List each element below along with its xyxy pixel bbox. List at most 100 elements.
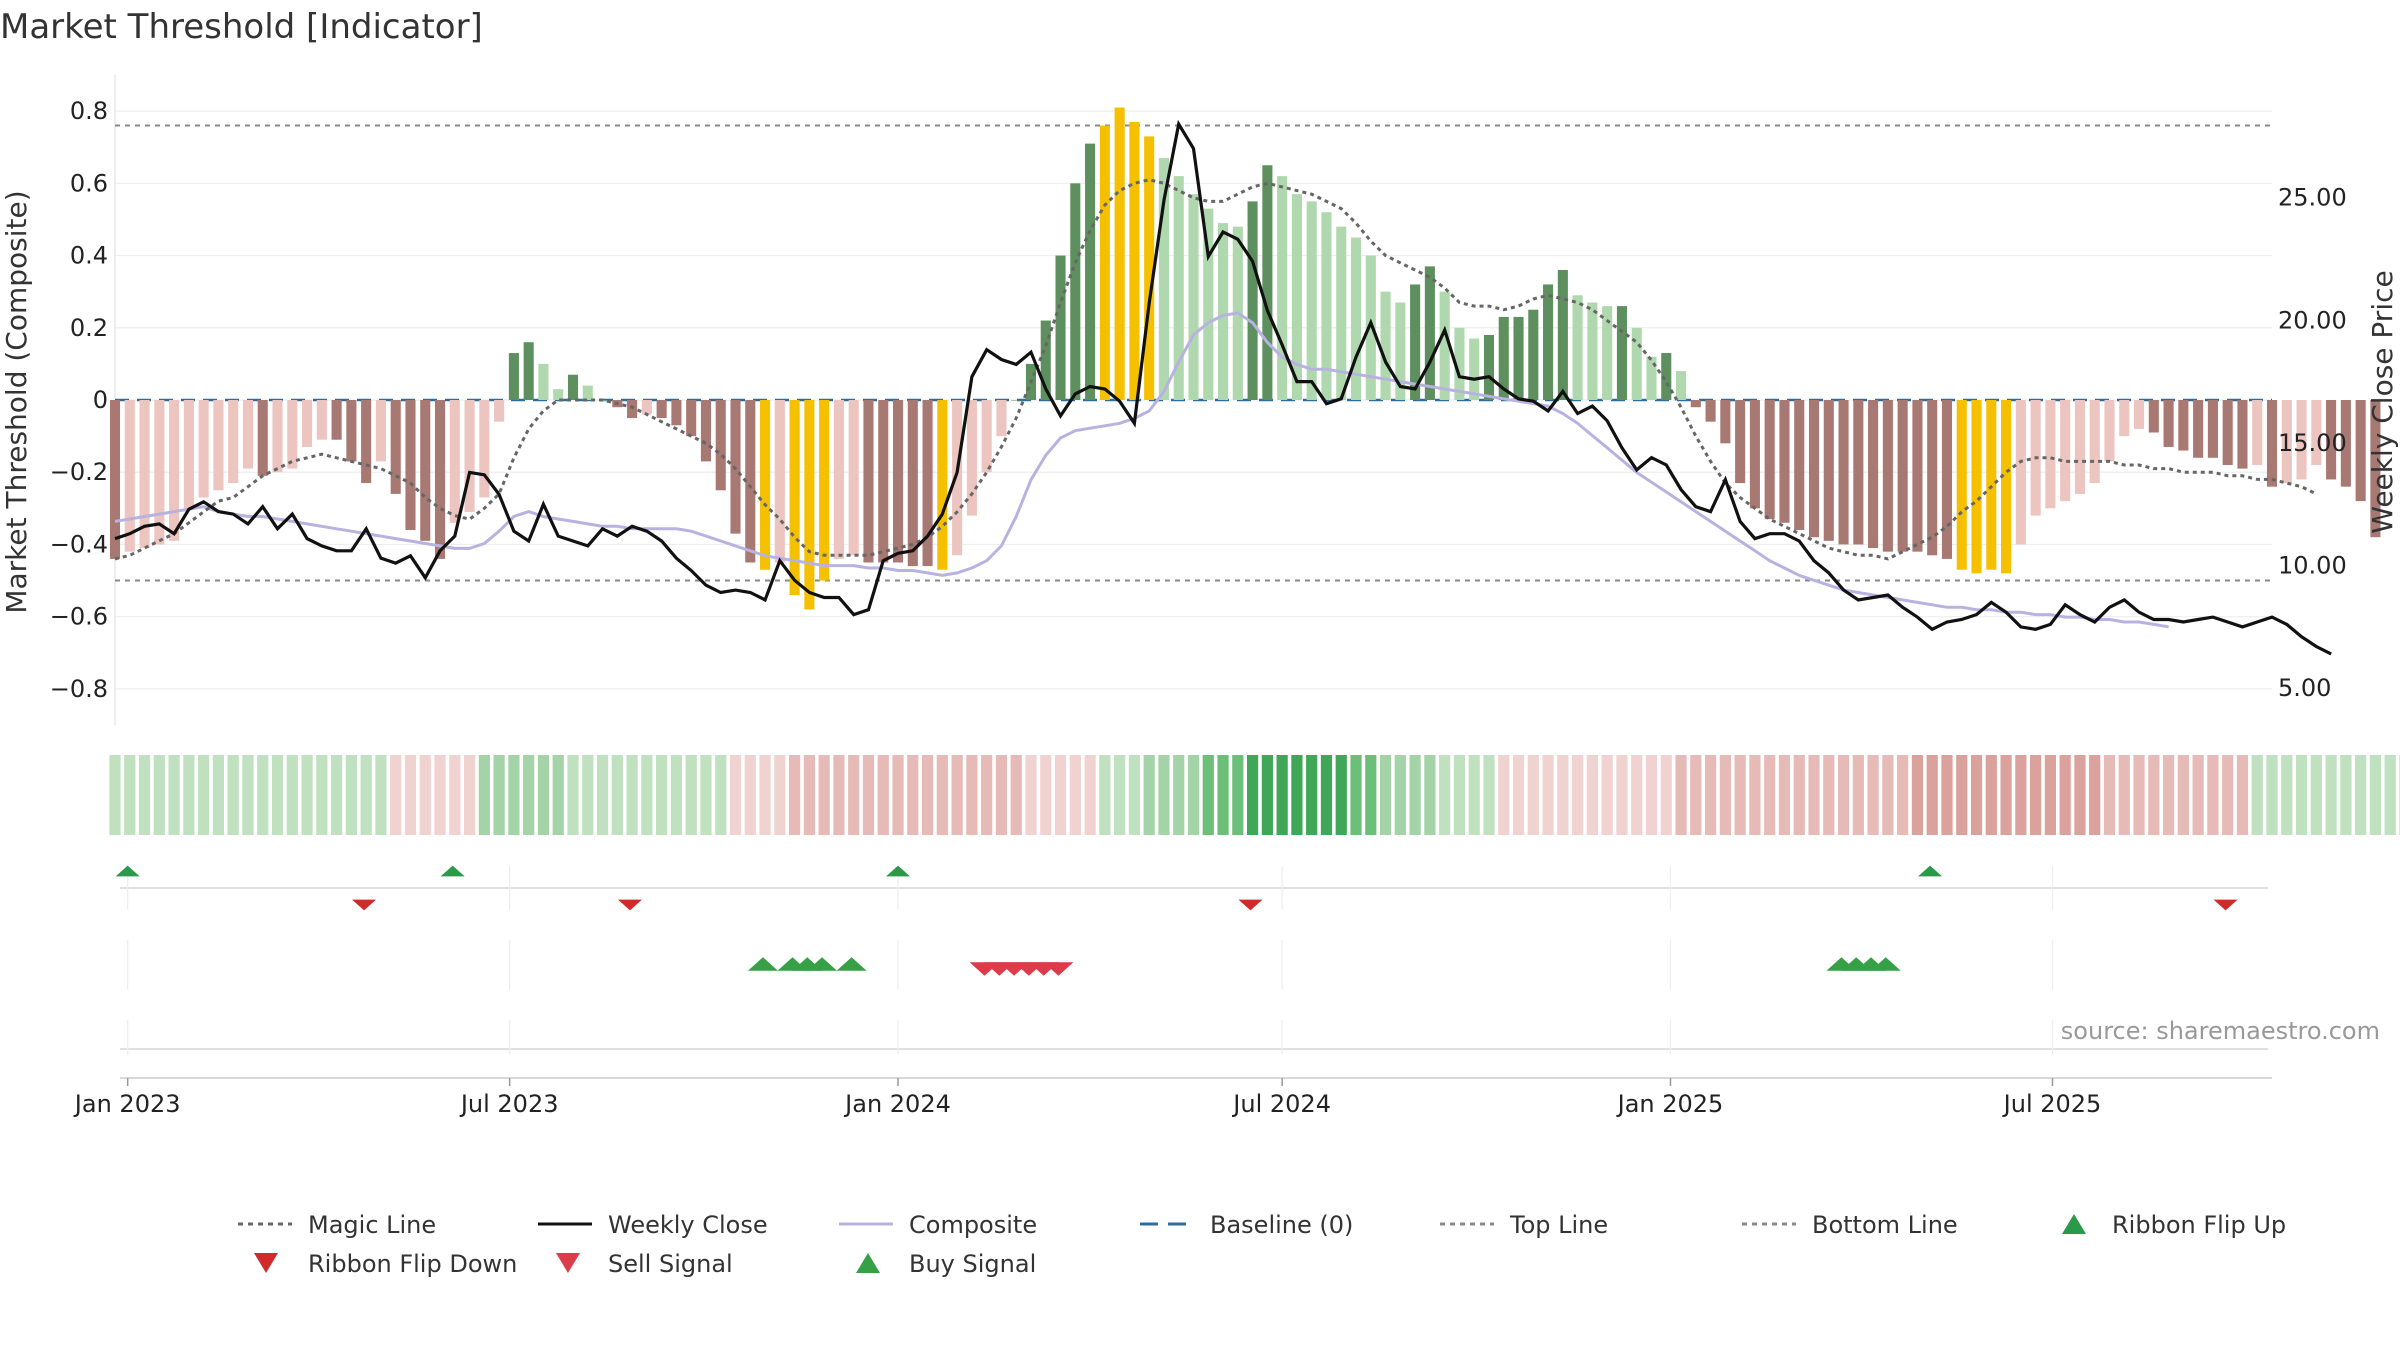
composite-bar [1291, 194, 1302, 400]
composite-bar [287, 400, 298, 469]
composite-bar [2104, 400, 2115, 462]
legend-label: Bottom Line [1812, 1211, 1958, 1239]
composite-bar [1483, 335, 1495, 400]
ribbon-cell [463, 755, 476, 835]
composite-bar [2281, 400, 2292, 484]
ribbon-cell [1675, 755, 1687, 835]
composite-bars [109, 107, 2381, 610]
composite-bar [361, 400, 372, 484]
composite-bar [1350, 237, 1362, 400]
legend-item: Sell Signal [556, 1250, 733, 1278]
ribbon-cell [1246, 755, 1259, 835]
ribbon-cell [2295, 755, 2308, 835]
buy-signal-marker [1870, 957, 1901, 971]
composite-bar [789, 400, 800, 595]
ribbon-cell [1631, 755, 1643, 835]
x-tick-label: Jan 2025 [1616, 1090, 1724, 1118]
composite-bar [1336, 226, 1347, 400]
ribbon-cell [2030, 755, 2042, 835]
composite-bar [1528, 309, 1539, 400]
ribbon-cell [981, 755, 993, 835]
composite-bar [1749, 400, 1760, 509]
composite-bar [1262, 165, 1273, 400]
ribbon-cell [523, 755, 535, 835]
composite-bar [316, 400, 327, 440]
ribbon-cell [907, 755, 919, 835]
composite-bar [109, 400, 121, 559]
composite-bar [242, 400, 254, 469]
ribbon-cell [1025, 755, 1037, 835]
ribbon-cell [1306, 755, 1318, 835]
ribbon-flip-up-marker [1918, 865, 1943, 877]
composite-bar [1395, 302, 1406, 400]
composite-bar [863, 400, 874, 563]
ribbon-cell [1379, 755, 1392, 835]
composite-bar [198, 400, 209, 498]
buy-signal-marker [836, 957, 867, 971]
legend-label: Magic Line [308, 1211, 436, 1239]
legend-label: Sell Signal [608, 1250, 733, 1278]
ribbon-cell [611, 755, 623, 835]
ribbon-cell [877, 755, 889, 835]
ribbon-flip-down-marker [2213, 899, 2238, 911]
legend-triangle-down-icon [556, 1253, 580, 1273]
composite-bar [922, 400, 933, 567]
composite-bar [1705, 400, 1716, 422]
ribbon-cell [1054, 755, 1067, 835]
legend-item: Ribbon Flip Down [254, 1250, 517, 1278]
ribbon-cell [2340, 755, 2352, 835]
composite-bar [302, 400, 313, 447]
composite-bar [1173, 176, 1184, 400]
composite-bar [656, 400, 667, 419]
event-markers [115, 865, 2272, 1079]
ribbon-flip-down-marker [1238, 899, 1263, 911]
composite-bar [1469, 338, 1480, 400]
series-lines [114, 119, 2332, 656]
composite-bar [1144, 136, 1155, 400]
legend-item: Ribbon Flip Up [2062, 1211, 2286, 1239]
ribbon-cell [1173, 755, 1185, 835]
composite-bar [848, 400, 859, 556]
composite-bar [1616, 306, 1627, 400]
ribbon-cell [759, 755, 771, 835]
composite-bar [671, 400, 682, 426]
ribbon-cell [2074, 755, 2086, 835]
composite-bar [508, 353, 519, 400]
composite-bar [2148, 400, 2159, 433]
ribbon-cell [995, 755, 1008, 835]
ribbon-cell [1926, 755, 1938, 835]
composite-bar [479, 400, 490, 498]
ribbon-cell [1719, 755, 1731, 835]
ribbon-cell [1867, 755, 1879, 835]
ribbon-cell [508, 755, 520, 835]
composite-bar [937, 400, 948, 570]
ribbon-cell [1468, 755, 1480, 835]
legend-item: Baseline (0) [1140, 1211, 1353, 1239]
ribbon-cell [1424, 755, 1436, 835]
y2-tick-label: 25.00 [2278, 184, 2347, 212]
composite-bar [892, 400, 904, 563]
ribbon-cell [936, 755, 948, 835]
composite-bar [1986, 400, 1997, 570]
ribbon-flip-up-marker [440, 865, 465, 877]
composite-bar [2193, 400, 2204, 458]
composite-bar [523, 342, 534, 400]
ribbon-cell [212, 755, 225, 835]
composite-bar [1602, 306, 1613, 400]
ribbon-cell [198, 755, 210, 835]
ribbon-cell [833, 755, 845, 835]
composite-bar [1897, 400, 1908, 552]
ribbon-cell [2059, 755, 2071, 835]
ribbon-cell [552, 755, 564, 835]
ribbon-cell [641, 755, 653, 835]
ribbon-cell [789, 755, 801, 835]
ribbon-cell [1084, 755, 1096, 835]
ribbon-cell [2236, 755, 2249, 835]
ribbon-cell [921, 755, 934, 835]
composite-bar [464, 400, 475, 512]
ribbon-cell [1128, 755, 1141, 835]
y2-tick-label: 10.00 [2278, 552, 2347, 580]
ribbon-cell [434, 755, 446, 835]
ribbon-cell [271, 755, 284, 835]
